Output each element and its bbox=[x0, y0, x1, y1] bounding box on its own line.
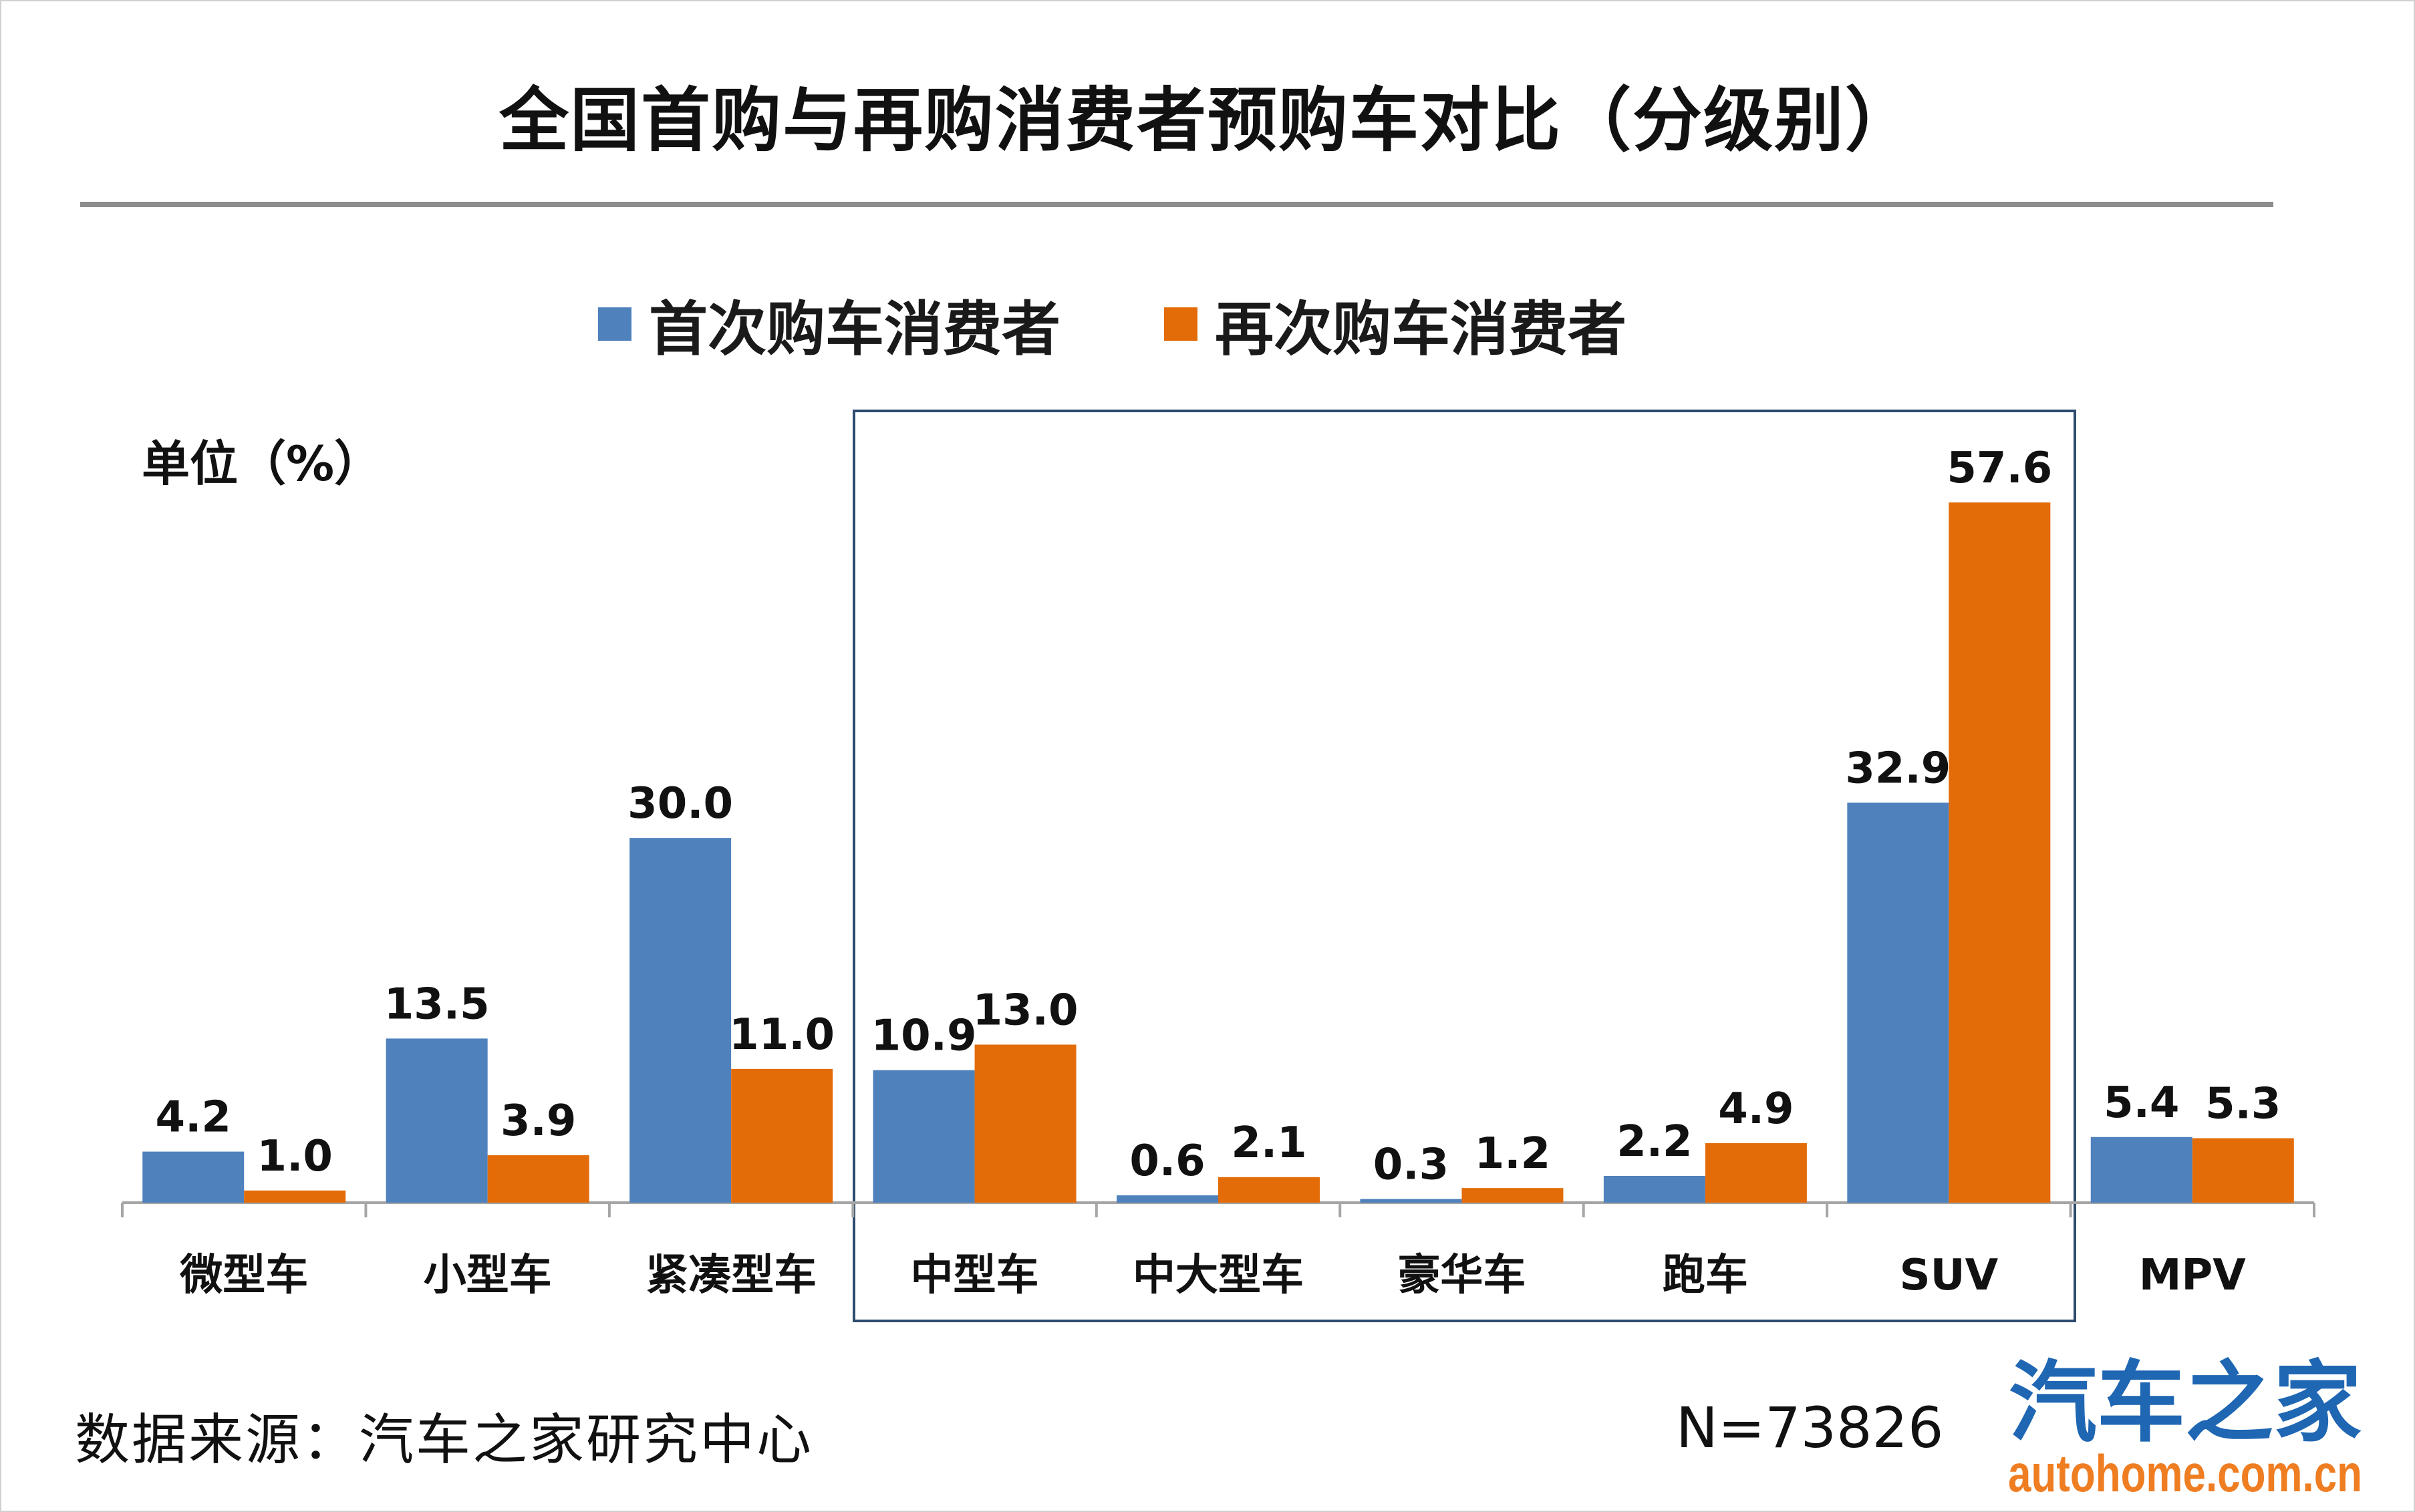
data-label-first: 10.9 bbox=[871, 1012, 977, 1061]
category-label: 中型车 bbox=[911, 1251, 1039, 1300]
bar-first bbox=[1117, 1195, 1218, 1203]
svg-text:汽车之家: 汽车之家 bbox=[2009, 1352, 2362, 1455]
bar-first bbox=[2090, 1137, 2192, 1203]
bar-first bbox=[1603, 1175, 1705, 1203]
highlight-box bbox=[853, 410, 2076, 1322]
data-label-repeat: 5.3 bbox=[2205, 1080, 2281, 1129]
data-label-repeat: 1.2 bbox=[1475, 1129, 1550, 1179]
svg-text:autohome.com.cn: autohome.com.cn bbox=[2008, 1444, 2362, 1503]
data-label-first: 30.0 bbox=[627, 779, 733, 828]
data-label-first: 4.2 bbox=[156, 1093, 231, 1143]
category-label: 跑车 bbox=[1663, 1251, 1748, 1300]
data-source: 数据来源：汽车之家研究中心 bbox=[75, 1408, 814, 1472]
bar-repeat bbox=[1461, 1188, 1564, 1203]
data-label-repeat: 57.6 bbox=[1947, 444, 2052, 493]
category-label: 紧凑型车 bbox=[646, 1251, 817, 1300]
data-label-first: 0.3 bbox=[1373, 1141, 1449, 1190]
legend-item-repeat: 再次购车消费者 bbox=[1164, 287, 1626, 363]
data-label-first: 0.6 bbox=[1129, 1137, 1205, 1186]
unit-label: 单位（%） bbox=[142, 436, 383, 492]
bar-first bbox=[873, 1070, 975, 1203]
data-label-first: 2.2 bbox=[1616, 1117, 1692, 1167]
autohome-logo: 汽车之家 autohome.com.cn bbox=[2008, 1352, 2362, 1503]
legend-swatch-repeat bbox=[1164, 307, 1197, 341]
data-label-repeat: 1.0 bbox=[257, 1132, 333, 1181]
category-label: 微型车 bbox=[179, 1251, 308, 1300]
legend-item-first: 首次购车消费者 bbox=[598, 287, 1060, 363]
data-label-repeat: 4.9 bbox=[1718, 1084, 1794, 1134]
category-label: 小型车 bbox=[424, 1251, 552, 1300]
bar-repeat bbox=[974, 1044, 1077, 1203]
title-divider bbox=[80, 202, 2273, 207]
chart-title: 全国首购与再购消费者预购车对比（分级别） bbox=[499, 80, 1916, 161]
bar-repeat bbox=[1218, 1177, 1320, 1203]
bar-first bbox=[629, 838, 732, 1203]
category-label: SUV bbox=[1900, 1251, 1999, 1300]
data-label-repeat: 2.1 bbox=[1231, 1118, 1306, 1168]
bar-repeat bbox=[2192, 1138, 2294, 1203]
data-label-first: 13.5 bbox=[384, 979, 490, 1029]
bar-first bbox=[1847, 802, 1949, 1203]
legend-swatch-first bbox=[598, 307, 631, 341]
bar-repeat bbox=[731, 1068, 833, 1203]
bar-first bbox=[1360, 1199, 1462, 1203]
data-label-first: 32.9 bbox=[1845, 744, 1951, 793]
legend-label-first: 首次购车消费者 bbox=[649, 294, 1061, 363]
category-label: MPV bbox=[2139, 1251, 2247, 1300]
bar-repeat bbox=[487, 1155, 589, 1203]
bar-first bbox=[386, 1038, 488, 1203]
data-label-first: 5.4 bbox=[2104, 1078, 2179, 1128]
bar-first bbox=[142, 1151, 245, 1203]
category-label: 豪华车 bbox=[1397, 1251, 1526, 1300]
bar-repeat bbox=[1705, 1143, 1807, 1203]
data-label-repeat: 13.0 bbox=[973, 986, 1079, 1035]
category-label: 中大型车 bbox=[1133, 1251, 1304, 1300]
data-label-repeat: 3.9 bbox=[501, 1096, 576, 1146]
legend-label-repeat: 再次购车消费者 bbox=[1215, 294, 1627, 363]
bar-repeat bbox=[244, 1190, 346, 1203]
sample-size: N=73826 bbox=[1676, 1395, 1944, 1461]
bar-repeat bbox=[1949, 502, 2051, 1203]
data-label-repeat: 11.0 bbox=[729, 1010, 835, 1060]
